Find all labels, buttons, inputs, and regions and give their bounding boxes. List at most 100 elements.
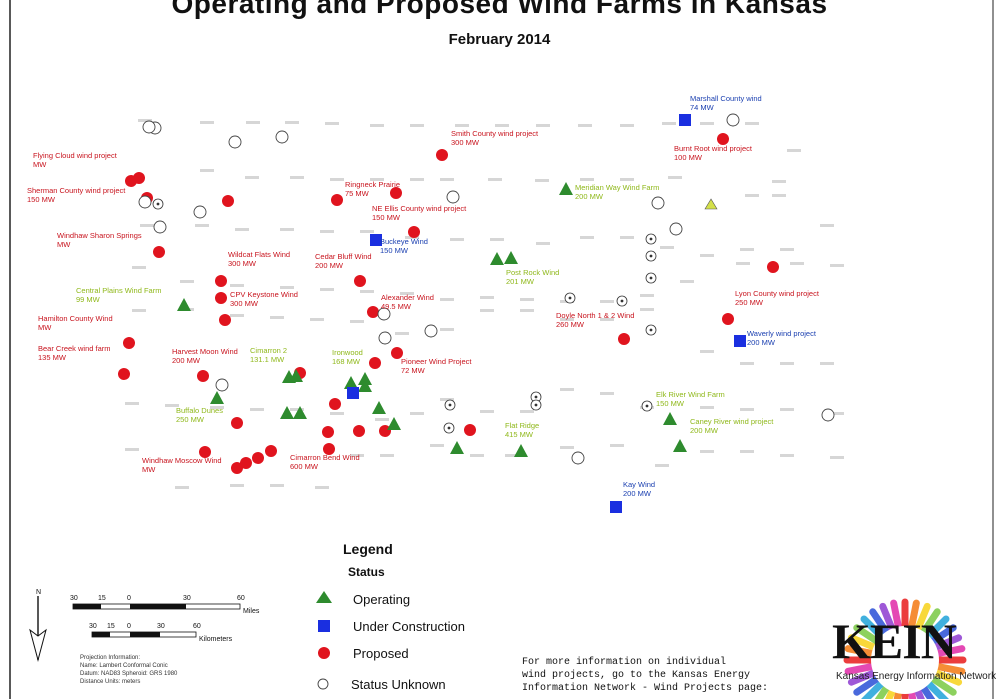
county-label-1 — [200, 121, 214, 124]
county-label-65 — [132, 309, 146, 312]
county-label-109 — [505, 454, 519, 457]
proposed-site-33 — [240, 457, 252, 469]
proposed-site-17 — [123, 337, 135, 349]
county-label-32 — [195, 224, 209, 227]
county-label-88 — [375, 418, 389, 421]
operating-site-1 — [177, 298, 191, 311]
county-label-26 — [620, 178, 634, 181]
proposed-site-14 — [367, 306, 379, 318]
miles-tick-4: 60 — [237, 595, 245, 602]
county-label-91 — [480, 410, 494, 413]
operating-site-6 — [344, 376, 358, 389]
kein-logo-subtitle: Kansas Energy Information Network — [836, 671, 997, 682]
miles-tick-3: 30 — [183, 595, 191, 602]
operating-site-2 — [490, 252, 504, 265]
proposed-site-3 — [133, 172, 145, 184]
county-label-97 — [740, 408, 754, 411]
proposed-site-18 — [618, 333, 630, 345]
county-label-79 — [740, 362, 754, 365]
county-label-102 — [230, 484, 244, 487]
county-label-87 — [330, 412, 344, 415]
operating-site-15 — [673, 439, 687, 452]
county-label-77 — [640, 308, 654, 311]
legend-under-construction-label: Under Construction — [353, 619, 465, 634]
legend-operating-symbol — [316, 591, 332, 603]
unknown-site-6 — [446, 190, 460, 204]
county-label-59 — [600, 300, 614, 303]
city-marker-dot-8 — [534, 395, 538, 399]
county-label-52 — [320, 288, 334, 291]
proposed-site-0 — [436, 149, 448, 161]
proposed-site-34 — [231, 462, 243, 474]
wind-farm-label-1: Smith County wind project 300 MW — [451, 129, 539, 147]
county-label-43 — [660, 246, 674, 249]
legend-operating-label: Operating — [353, 592, 411, 607]
county-label-19 — [330, 178, 344, 181]
county-label-57 — [520, 298, 534, 301]
county-label-29 — [772, 194, 786, 197]
construction-site-3 — [347, 387, 359, 399]
county-label-114 — [740, 450, 754, 453]
operating-site-11 — [293, 406, 307, 419]
wind-farm-label-10: Cedar Bluff Wind 200 MW — [315, 252, 372, 270]
proposed-site-27 — [379, 425, 391, 437]
km-scale-fill-1 — [92, 632, 110, 637]
city-marker-dot-0 — [156, 202, 160, 206]
miles-tick-0: 30 — [70, 595, 78, 602]
proposed-site-30 — [199, 446, 211, 458]
county-label-42 — [620, 236, 634, 239]
county-label-108 — [470, 454, 484, 457]
proposed-site-11 — [215, 275, 227, 287]
county-label-78 — [700, 350, 714, 353]
proposed-site-19 — [391, 347, 403, 359]
wind-farm-label-25: Buffalo Dunes 250 MW — [176, 406, 223, 424]
county-label-31 — [140, 224, 154, 227]
city-marker-dot-7 — [448, 403, 452, 407]
wind-farm-label-9: Wildcat Flats Wind 300 MW — [228, 250, 290, 268]
county-label-83 — [165, 404, 179, 407]
operating-site-0 — [559, 182, 573, 195]
proposed-site-23 — [369, 357, 381, 369]
unknown-site-8 — [669, 222, 683, 236]
county-label-18 — [290, 176, 304, 179]
county-label-96 — [700, 406, 714, 409]
county-label-74 — [520, 309, 534, 312]
county-label-34 — [280, 228, 294, 231]
county-label-28 — [772, 180, 786, 183]
county-label-0 — [138, 119, 152, 122]
km-scale-fill-2 — [130, 632, 160, 637]
unknown-site-13 — [571, 451, 585, 465]
proposed-site-25 — [231, 417, 243, 429]
legend-proposed-label: Proposed — [353, 646, 409, 661]
operating-site-14 — [663, 412, 677, 425]
unknown-site-16 — [153, 220, 167, 234]
county-label-113 — [700, 450, 714, 453]
county-label-85 — [250, 408, 264, 411]
proposed-site-20 — [118, 368, 130, 380]
wind-farm-label-22: Cimarron 2 131.1 MW — [250, 346, 287, 364]
county-label-55 — [440, 298, 454, 301]
county-label-33 — [235, 228, 249, 231]
county-label-15 — [787, 149, 801, 152]
unknown-site-12 — [215, 378, 229, 392]
construction-site-0 — [679, 114, 691, 126]
construction-site-1 — [370, 234, 382, 246]
wind-farm-label-19: Waverly wind project 200 MW — [747, 329, 817, 347]
county-label-56 — [480, 296, 494, 299]
county-label-116 — [830, 456, 844, 459]
unknown-site-14 — [821, 408, 835, 422]
operating-site-10 — [280, 406, 294, 419]
proposed-site-10 — [767, 261, 779, 273]
county-label-5 — [370, 124, 384, 127]
county-label-69 — [310, 318, 324, 321]
proposed-site-24 — [329, 398, 341, 410]
proposed-site-28 — [322, 426, 334, 438]
wind-farm-label-15: Alexander Wind 49.5 MW — [381, 293, 434, 311]
wind-farm-label-7: NE Ellis County wind project 150 MW — [372, 204, 467, 222]
km-tick-0: 30 — [89, 623, 97, 630]
county-label-80 — [780, 362, 794, 365]
county-label-92 — [520, 410, 534, 413]
km-tick-4: 60 — [193, 623, 201, 630]
county-label-22 — [440, 178, 454, 181]
county-label-103 — [270, 484, 284, 487]
